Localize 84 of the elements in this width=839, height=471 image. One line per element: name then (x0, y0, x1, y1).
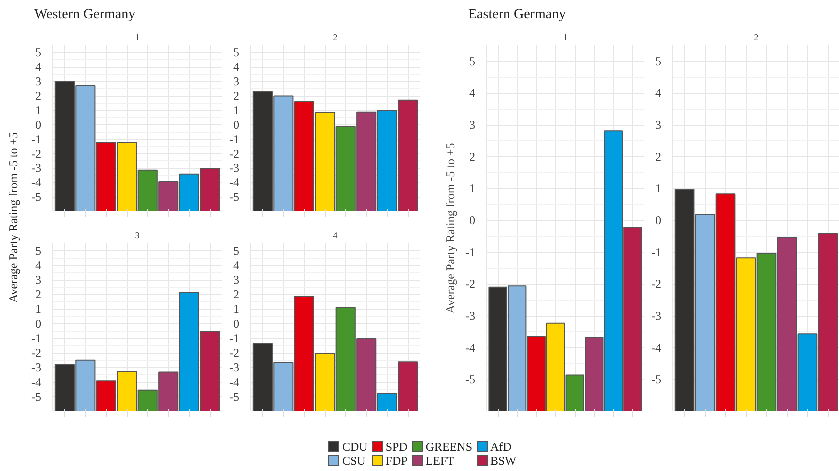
chart-subtitle: 2 (333, 32, 338, 42)
y-tick-label: 4 (234, 258, 240, 272)
y-tick-label: -4 (466, 340, 476, 355)
y-tick-label: 1 (234, 103, 240, 118)
y-tick-label: 5 (656, 54, 662, 68)
y-tick-label: 3 (470, 118, 476, 132)
legend-label: GREENS (424, 440, 474, 454)
y-tick-label: 4 (36, 60, 42, 74)
y-tick-label: 1 (470, 182, 476, 196)
y-tick-label: -3 (230, 161, 240, 176)
y-tick-label: -2 (230, 146, 240, 161)
y-tick-label: 0 (234, 316, 240, 331)
y-tick-label: -1 (230, 132, 240, 146)
y-tick-label: -4 (230, 375, 240, 390)
y-tick-label: 1 (36, 103, 42, 118)
y-tick-label: -5 (652, 372, 662, 387)
y-tick-label: -2 (230, 346, 240, 360)
y-tick-label: 2 (234, 288, 240, 302)
y-tick-label: 2 (234, 89, 240, 104)
y-tick-label: -4 (652, 340, 662, 355)
y-tick-label: -1 (652, 245, 662, 260)
y-tick-label: -1 (32, 331, 42, 346)
y-tick-label: 3 (36, 74, 42, 89)
y-tick-label: -4 (32, 375, 42, 390)
y-tick-label: 0 (234, 118, 240, 132)
legend-label: CSU (341, 454, 367, 468)
y-tick-label: -5 (32, 190, 42, 204)
y-tick-label: -2 (652, 277, 662, 292)
chart-title: Eastern Germany (468, 8, 566, 22)
y-tick-label: 1 (234, 302, 240, 316)
y-tick-label: 5 (234, 244, 240, 258)
y-tick-label: -2 (32, 146, 42, 161)
y-axis-title: Average Party Rating from -5 to +5 (5, 132, 22, 303)
y-tick-label: -2 (466, 277, 476, 292)
y-tick-label: 2 (36, 89, 42, 104)
y-tick-label: -5 (466, 372, 476, 387)
chart-subtitle: 4 (333, 230, 338, 240)
legend-label: SPD (384, 440, 409, 454)
legend-label: BSW (490, 454, 518, 468)
y-tick-label: 0 (36, 316, 42, 331)
y-tick-label: 4 (656, 86, 662, 100)
chart-title: Western Germany (34, 8, 136, 22)
y-tick-label: 0 (36, 118, 42, 132)
y-tick-label: -1 (230, 331, 240, 346)
legend-label: LEFT (424, 454, 456, 468)
y-tick-label: 2 (36, 288, 42, 302)
y-tick-label: -1 (32, 132, 42, 146)
y-tick-label: -3 (466, 309, 476, 324)
y-tick-label: 4 (470, 86, 476, 100)
chart-subtitle: 3 (135, 230, 140, 240)
y-tick-label: 3 (234, 74, 240, 89)
y-tick-label: 5 (470, 54, 476, 68)
y-tick-label: 0 (470, 214, 476, 228)
y-axis-title: Average Party Rating from -5 to +5 (444, 143, 458, 314)
legend-label: AfD (490, 440, 513, 454)
y-tick-label: -3 (652, 309, 662, 324)
y-tick-label: -5 (230, 390, 240, 404)
chart-subtitle: 2 (754, 32, 759, 42)
y-tick-label: 2 (470, 150, 476, 164)
legend-label: FDP (384, 454, 409, 468)
y-tick-label: -4 (230, 176, 240, 190)
y-tick-label: -3 (32, 360, 42, 375)
y-tick-label: -4 (32, 176, 42, 190)
y-tick-label: 1 (656, 182, 662, 196)
y-tick-label: -5 (32, 390, 42, 404)
y-tick-label: 5 (234, 46, 240, 60)
y-tick-label: -5 (230, 190, 240, 204)
y-tick-label: 3 (234, 273, 240, 288)
y-tick-label: -3 (32, 161, 42, 176)
y-tick-label: 3 (656, 118, 662, 132)
y-tick-label: 3 (36, 273, 42, 288)
y-tick-label: 0 (656, 214, 662, 228)
y-tick-label: -1 (466, 245, 476, 260)
y-tick-label: 5 (36, 46, 42, 60)
y-tick-label: -3 (230, 360, 240, 375)
y-tick-label: 4 (36, 258, 42, 272)
y-tick-label: 4 (234, 60, 240, 74)
y-tick-label: 2 (656, 150, 662, 164)
chart-subtitle: 1 (135, 32, 140, 42)
y-tick-label: 5 (36, 244, 42, 258)
legend-label: CDU (341, 440, 369, 454)
y-tick-label: -2 (32, 346, 42, 360)
chart-subtitle: 1 (563, 32, 568, 42)
y-tick-label: 1 (36, 302, 42, 316)
